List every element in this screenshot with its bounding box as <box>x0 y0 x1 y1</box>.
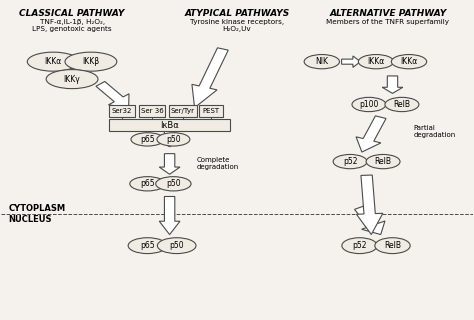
Ellipse shape <box>130 177 165 191</box>
Text: p65: p65 <box>140 179 155 188</box>
Text: p65: p65 <box>140 135 155 144</box>
FancyBboxPatch shape <box>169 105 197 117</box>
Text: Ser/Tyr: Ser/Tyr <box>171 108 195 114</box>
Text: Ser 36: Ser 36 <box>141 108 164 114</box>
Polygon shape <box>96 82 129 108</box>
Polygon shape <box>355 206 385 235</box>
Ellipse shape <box>65 52 117 71</box>
Ellipse shape <box>333 155 367 169</box>
Text: IκBα: IκBα <box>160 121 179 130</box>
Ellipse shape <box>128 238 167 253</box>
Text: ALTERNATIVE PATHWAY: ALTERNATIVE PATHWAY <box>329 9 447 18</box>
Polygon shape <box>159 154 180 174</box>
Text: NIK: NIK <box>315 57 328 66</box>
Polygon shape <box>159 131 180 147</box>
Ellipse shape <box>157 133 190 146</box>
Ellipse shape <box>27 52 79 71</box>
Text: CLASSICAL PATHWAY: CLASSICAL PATHWAY <box>19 9 125 18</box>
Ellipse shape <box>375 238 410 253</box>
Text: RelB: RelB <box>384 241 401 250</box>
Text: TNF-α,IL-1β, H₂O₂,
LPS, genotoxic agents: TNF-α,IL-1β, H₂O₂, LPS, genotoxic agents <box>32 19 112 32</box>
Text: CYTOPLASM: CYTOPLASM <box>9 204 65 213</box>
Text: IKKα: IKKα <box>45 57 62 66</box>
Text: Complete
degradation: Complete degradation <box>197 157 239 170</box>
Text: p65: p65 <box>140 241 155 250</box>
Text: Members of the TNFR superfamily: Members of the TNFR superfamily <box>326 19 449 25</box>
Text: p52: p52 <box>343 157 357 166</box>
Text: IKKγ: IKKγ <box>64 75 81 84</box>
Ellipse shape <box>342 238 377 253</box>
Text: RelB: RelB <box>393 100 410 109</box>
Polygon shape <box>356 175 383 235</box>
Text: ATYPICAL PATHWAYS: ATYPICAL PATHWAYS <box>184 9 290 18</box>
Ellipse shape <box>46 69 98 89</box>
Ellipse shape <box>157 238 196 253</box>
Polygon shape <box>382 76 403 93</box>
FancyBboxPatch shape <box>109 105 135 117</box>
Ellipse shape <box>131 133 164 146</box>
Polygon shape <box>159 196 180 235</box>
Text: p100: p100 <box>359 100 379 109</box>
Polygon shape <box>342 56 360 68</box>
FancyBboxPatch shape <box>139 105 165 117</box>
Text: p50: p50 <box>166 179 181 188</box>
Ellipse shape <box>304 54 339 69</box>
Text: IKKβ: IKKβ <box>82 57 100 66</box>
FancyBboxPatch shape <box>109 119 230 131</box>
Text: PEST: PEST <box>202 108 219 114</box>
Polygon shape <box>192 48 228 108</box>
Text: p50: p50 <box>169 241 184 250</box>
Ellipse shape <box>392 54 427 69</box>
Ellipse shape <box>156 177 191 191</box>
Text: p52: p52 <box>352 241 367 250</box>
Text: IKKα: IKKα <box>401 57 418 66</box>
FancyBboxPatch shape <box>199 105 223 117</box>
Text: Ser32: Ser32 <box>111 108 132 114</box>
Ellipse shape <box>385 97 419 112</box>
Ellipse shape <box>366 155 400 169</box>
Text: Partial
degradation: Partial degradation <box>414 125 456 138</box>
Text: IKKα: IKKα <box>367 57 384 66</box>
Text: RelB: RelB <box>374 157 392 166</box>
Text: p50: p50 <box>166 135 181 144</box>
Ellipse shape <box>352 97 386 112</box>
Polygon shape <box>356 116 386 152</box>
Text: NUCLEUS: NUCLEUS <box>9 215 52 224</box>
Ellipse shape <box>358 54 394 69</box>
Text: Tyrosine kinase receptors,
H₂O₂,Uv: Tyrosine kinase receptors, H₂O₂,Uv <box>190 19 284 32</box>
